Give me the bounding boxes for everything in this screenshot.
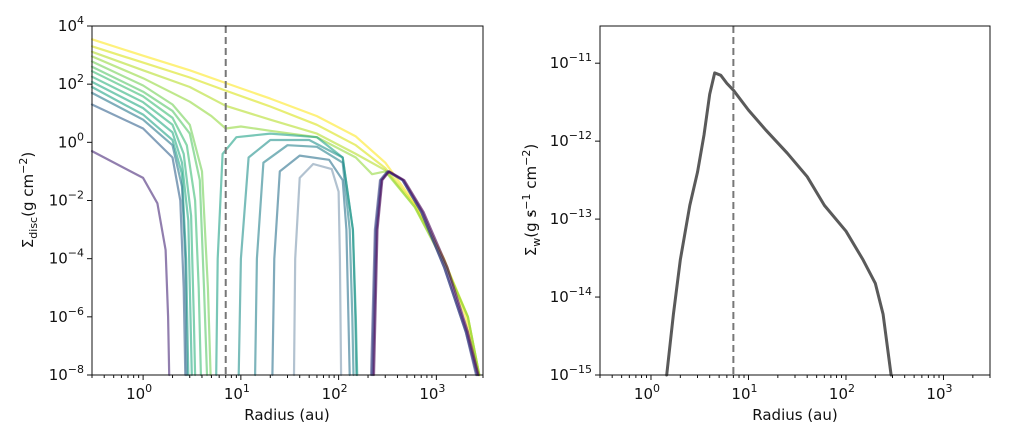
curve-21	[371, 170, 479, 377]
y-tick-label: 102	[58, 72, 84, 93]
curve-6	[90, 65, 209, 377]
y-tick-label: 10−14	[550, 285, 592, 306]
y-tick-label: 100	[58, 130, 84, 151]
y-label-exponent-1: −1	[520, 194, 533, 210]
right-panel-wind-loss-rate: 100 101 102 103 10−15 10−14 10−13 10−12 10−11 R…	[520, 25, 991, 424]
plot-frame	[91, 25, 484, 376]
y-tick-label: 10−15	[550, 363, 592, 384]
y-tick-label: 10−6	[49, 305, 84, 326]
curve-9	[90, 80, 193, 377]
x-tick-label: 103	[419, 382, 445, 403]
curve-13	[90, 150, 171, 377]
curve-20	[370, 170, 478, 377]
curve-11	[90, 91, 188, 377]
y-label-units: (g s	[522, 210, 540, 238]
y-tick-label: 10−12	[550, 129, 592, 150]
y-tick-label: 10−4	[49, 247, 84, 268]
x-axis-label: Radius (au)	[244, 406, 329, 424]
y-tick-label: 104	[58, 14, 84, 35]
y-label-exponent-2: −2	[520, 150, 533, 166]
curve-1	[665, 71, 893, 377]
curves-group	[90, 38, 481, 377]
curve-17	[271, 154, 351, 377]
y-tick-label: 10−8	[49, 363, 84, 384]
x-tick-label: 101	[224, 382, 250, 403]
y-tick-label: 10−2	[49, 189, 84, 210]
y-tick-label: 10−11	[550, 51, 592, 72]
curve-8	[90, 75, 197, 377]
curve-15	[237, 138, 358, 377]
y-label-symbol: Σ	[522, 247, 540, 256]
x-tick-label: 100	[634, 382, 660, 403]
y-ticks: 10−15 10−14 10−13 10−12 10−11	[550, 51, 600, 384]
y-axis-label: Σdisc(g cm−2)	[17, 152, 40, 248]
curve-7	[90, 70, 202, 377]
y-label-close: )	[19, 152, 37, 158]
x-tick-label: 100	[126, 382, 152, 403]
curves-group	[665, 71, 893, 377]
y-label-exponent: −2	[17, 158, 30, 174]
y-axis-label: Σw(g s−1 cm−2)	[520, 144, 543, 256]
y-label-subscript: w	[530, 238, 543, 247]
curve-5	[90, 60, 212, 377]
curve-12	[90, 103, 187, 377]
plot-frame	[599, 25, 991, 376]
y-label-close: )	[522, 144, 540, 150]
y-label-units-mid: cm	[522, 166, 540, 194]
curve-22	[372, 170, 480, 377]
curve-19	[371, 170, 478, 377]
x-ticks: 100 101 102 103	[599, 375, 991, 403]
x-tick-label: 102	[829, 382, 855, 403]
y-label-dot	[529, 212, 533, 216]
x-ticks: 100 101 102 103	[91, 375, 484, 403]
y-label-symbol: Σ	[19, 239, 37, 248]
x-tick-label: 101	[731, 382, 757, 403]
y-label-subscript: disc	[27, 217, 40, 239]
y-tick-label: 10−13	[550, 207, 592, 228]
curve-16	[254, 144, 355, 377]
y-label-units: (g cm	[19, 174, 37, 217]
x-tick-label: 102	[322, 382, 348, 403]
x-axis-label: Radius (au)	[752, 406, 837, 424]
y-ticks: 10−8 10−6 10−4 10−2 100 102 104	[49, 14, 92, 384]
curve-18	[292, 162, 343, 377]
x-tick-label: 103	[926, 382, 952, 403]
left-panel-surface-density: 100 101 102 103 10−8 10−6 10−4 10−2 100 102 104 R…	[17, 14, 484, 424]
